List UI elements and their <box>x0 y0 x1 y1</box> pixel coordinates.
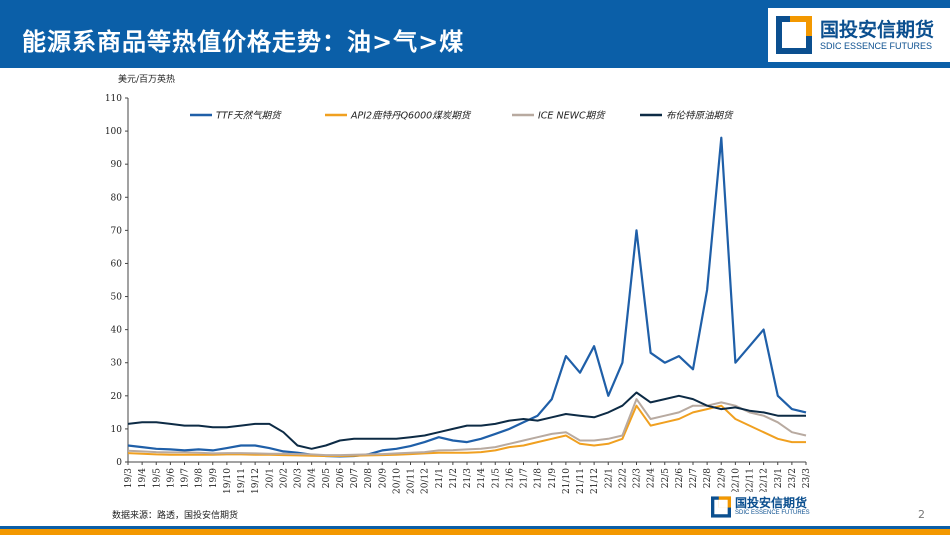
footer-logo-text-en: SDIC ESSENCE FUTURES <box>735 510 810 516</box>
legend-label-3: ICE NEWC期货 <box>538 110 606 122</box>
y-tick-label: 60 <box>111 259 123 269</box>
y-tick-label: 100 <box>105 127 122 137</box>
series-line-4 <box>127 391 806 450</box>
x-tick-label: 19/9 <box>209 468 219 488</box>
y-tick-label: 0 <box>116 458 122 468</box>
y-axis-title: 美元/百万英热 <box>118 73 175 85</box>
x-tick-label: 20/4 <box>308 468 318 488</box>
legend-label-1: TTF天然气期货 <box>216 110 282 122</box>
x-tick-label: 20/12 <box>421 468 431 494</box>
y-tick-label: 20 <box>111 392 123 402</box>
x-tick-label: 22/12 <box>760 468 770 494</box>
header-bar: 能源系商品等热值价格走势：油>气>煤 国投安信期货 SDIC ESSENCE F… <box>0 0 950 68</box>
x-tick-label: 19/11 <box>237 468 247 494</box>
series-line-1 <box>127 136 807 458</box>
y-tick-label: 30 <box>111 359 123 369</box>
x-tick-label: 19/7 <box>181 468 191 488</box>
x-tick-label: 22/10 <box>731 468 741 494</box>
x-tick-label: 20/9 <box>378 468 388 488</box>
x-tick-label: 22/7 <box>689 468 699 488</box>
y-tick-label: 70 <box>111 226 123 236</box>
x-tick-label: 22/11 <box>746 468 756 494</box>
data-source-note: 数据来源：路透，国投安信期货 <box>112 511 239 521</box>
logo-text-en: SDIC ESSENCE FUTURES <box>820 41 933 51</box>
x-tick-label: 21/3 <box>463 468 473 488</box>
logo-icon <box>776 16 812 54</box>
x-tick-label: 20/2 <box>279 468 289 488</box>
page-number: 2 <box>918 508 925 521</box>
x-tick-label: 20/10 <box>392 468 402 494</box>
x-tick-label: 19/10 <box>223 468 233 494</box>
logo-text-cn: 国投安信期货 <box>820 19 935 41</box>
footer-logo-text-cn: 国投安信期货 <box>735 496 808 510</box>
footer-divider-orange <box>0 529 950 535</box>
x-tick-label: 19/3 <box>124 468 134 488</box>
x-tick-label: 20/11 <box>407 468 417 494</box>
y-tick-label: 110 <box>105 94 122 104</box>
x-tick-label: 22/4 <box>647 468 657 488</box>
x-tick-label: 21/12 <box>590 468 600 494</box>
x-tick-label: 23/3 <box>802 468 812 488</box>
x-tick-label: 23/2 <box>788 468 798 488</box>
footer-divider-blue <box>0 526 950 529</box>
footer-logo: 国投安信期货 SDIC ESSENCE FUTURES <box>707 492 822 522</box>
x-tick-label: 21/8 <box>534 468 544 488</box>
x-tick-label: 21/10 <box>562 468 572 494</box>
x-tick-label: 22/8 <box>703 468 713 488</box>
x-tick-label: 21/6 <box>505 468 515 488</box>
x-tick-label: 20/1 <box>265 468 275 488</box>
x-tick-label: 23/1 <box>774 468 784 488</box>
brand-logo: 国投安信期货 SDIC ESSENCE FUTURES <box>768 8 950 62</box>
x-tick-label: 21/5 <box>491 468 501 488</box>
series-line-2 <box>127 404 806 457</box>
y-tick-label: 40 <box>111 326 123 336</box>
x-tick-label: 20/3 <box>294 468 304 488</box>
x-tick-label: 22/2 <box>618 468 628 488</box>
chart-area: 0 10 20 30 40 50 60 70 80 90 100 110 美元/百万英热 19/3 19/4… <box>0 68 950 518</box>
y-tick-label: 10 <box>111 425 123 435</box>
x-tick-label: 22/6 <box>675 468 685 488</box>
x-tick-label: 22/9 <box>717 468 727 488</box>
y-tick-label: 50 <box>111 293 123 303</box>
footer-logo-icon <box>711 496 731 518</box>
x-tick-label: 22/5 <box>661 468 671 488</box>
x-tick-label: 21/7 <box>520 468 530 488</box>
x-tick-label: 19/6 <box>166 468 176 488</box>
x-tick-label: 21/9 <box>548 468 558 488</box>
x-tick-label: 19/12 <box>251 468 261 494</box>
x-tick-label: 19/4 <box>138 468 148 488</box>
price-chart: 0 10 20 30 40 50 60 70 80 90 100 110 美元/百万英热 19/3 19/4… <box>105 73 812 494</box>
x-tick-label: 19/8 <box>195 468 205 488</box>
x-tick-label: 19/5 <box>152 468 162 488</box>
x-tick-label: 21/11 <box>576 468 586 494</box>
x-tick-label: 20/7 <box>350 468 360 488</box>
x-tick-label: 22/1 <box>604 468 614 488</box>
x-tick-label: 21/4 <box>477 468 487 488</box>
x-tick-label: 21/2 <box>449 468 459 488</box>
x-tick-label: 20/5 <box>322 468 332 488</box>
series-line-3 <box>127 398 807 457</box>
x-tick-label: 20/6 <box>336 468 346 488</box>
x-tick-label: 21/1 <box>435 468 445 488</box>
page-title: 能源系商品等热值价格走势：油>气>煤 <box>22 28 465 56</box>
plot-background <box>128 98 806 462</box>
legend-label-4: 布伦特原油期货 <box>666 110 734 122</box>
legend-label-2: API2鹿特丹Q6000煤炭期货 <box>350 110 472 122</box>
y-tick-label: 80 <box>111 193 123 203</box>
y-tick-label: 90 <box>111 160 123 170</box>
x-tick-label: 22/3 <box>633 468 643 488</box>
x-tick-label: 20/8 <box>364 468 374 488</box>
